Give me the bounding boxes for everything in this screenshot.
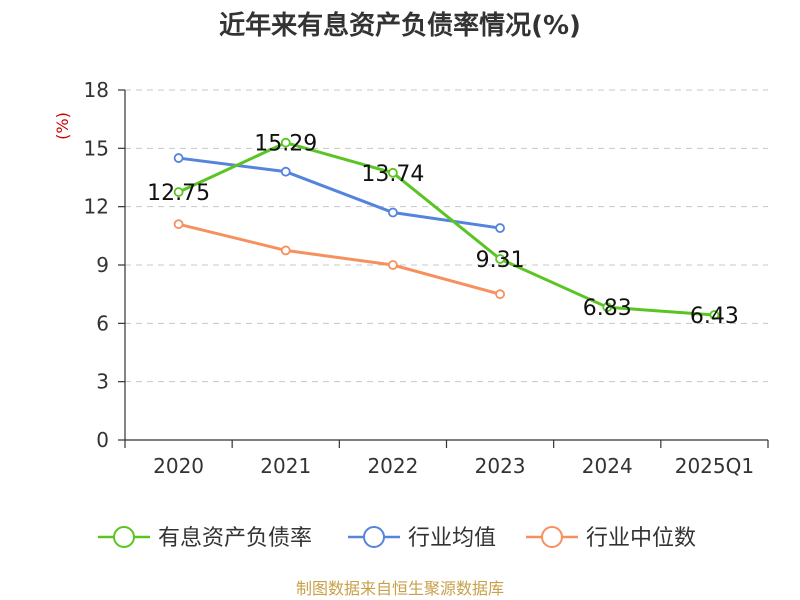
chart-title: 近年来有息资产负债率情况(%)	[219, 10, 581, 41]
data-point	[602, 302, 613, 313]
data-label: 15.29	[254, 132, 317, 157]
legend-label: 行业中位数	[586, 526, 696, 551]
y-tick-label: 0	[96, 428, 109, 452]
y-tick-label: 3	[96, 370, 109, 394]
data-point	[173, 219, 184, 230]
series-line	[178, 156, 501, 230]
y-tick-label: 12	[84, 195, 109, 219]
source-note: 制图数据来自恒生聚源数据库	[296, 579, 504, 598]
legend-marker	[541, 526, 563, 548]
series-line	[178, 222, 501, 296]
data-label: 6.83	[583, 296, 632, 321]
y-axis-unit-label: (%)	[53, 112, 72, 140]
grid-lines	[125, 89, 768, 383]
y-tick-labels: 0 3 6 9 12 15 18	[84, 78, 109, 452]
x-tick-label: 2021	[260, 454, 311, 478]
data-label: 9.31	[476, 248, 525, 273]
data-point	[388, 207, 398, 218]
y-tick-label: 15	[84, 136, 109, 160]
legend-label: 有息资产负债率	[158, 526, 312, 551]
x-tick-labels: 2020 2021 2022 2023 2024 2025Q1	[153, 454, 754, 478]
legend: 有息资产负债率 行业均值 行业中位数	[98, 526, 696, 551]
data-label: 6.43	[690, 304, 739, 329]
data-point	[495, 289, 505, 300]
data-labels: 12.75 15.29 13.74 9.31 6.83 6.43	[147, 132, 739, 329]
x-tick-label: 2023	[475, 454, 526, 478]
data-label: 12.75	[147, 181, 210, 206]
data-point	[709, 310, 720, 320]
axes	[118, 89, 769, 448]
data-point	[280, 137, 291, 148]
x-tick-label: 2024	[582, 454, 633, 478]
data-point	[495, 223, 505, 233]
x-tick-label: 2020	[153, 454, 204, 478]
data-point	[280, 166, 291, 177]
legend-label: 行业均值	[408, 526, 496, 551]
y-tick-label: 9	[96, 253, 109, 277]
legend-marker	[113, 526, 135, 548]
data-point	[173, 187, 184, 197]
legend-marker	[363, 526, 385, 548]
series-lines	[173, 137, 720, 320]
data-point	[495, 254, 505, 264]
data-point	[173, 153, 184, 163]
y-tick-label: 18	[84, 78, 109, 102]
data-label: 13.74	[361, 162, 424, 187]
x-tick-label: 2025Q1	[675, 454, 754, 478]
x-tick-label: 2022	[367, 454, 418, 478]
data-point	[280, 245, 291, 256]
y-tick-label: 6	[96, 311, 109, 335]
data-point	[388, 260, 398, 270]
series-line	[177, 141, 715, 317]
data-point	[388, 167, 398, 178]
